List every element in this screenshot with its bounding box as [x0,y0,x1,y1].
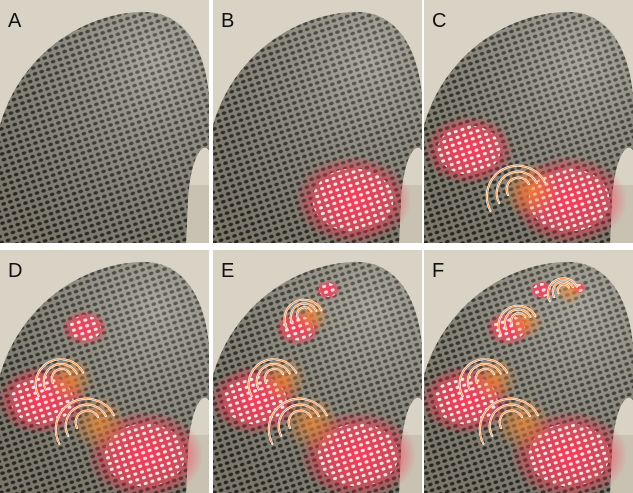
panel: E [208,250,423,493]
panel-body [419,250,633,493]
panel-label: A [8,10,22,32]
panel: A [0,0,210,245]
panel: C [419,0,633,245]
panel-label: B [221,10,234,32]
wave-halo [70,395,127,452]
panel-body [0,0,210,245]
panel-body [419,0,633,245]
lit-holes [319,283,337,297]
panel-label: D [8,260,22,282]
panel: B [208,0,423,245]
wave-halo [472,356,519,403]
wave-halo [494,395,551,452]
page: ABCDEF (() => { const data = JSON.parse(… [0,0,633,493]
panel-label: C [432,10,446,32]
lit-holes [313,169,394,232]
wave-halo [283,395,340,452]
panel: D [0,250,210,493]
wave-halo [48,356,95,403]
panel-body [208,0,423,245]
panel-body [0,250,210,493]
panel-label: F [432,260,444,282]
wave-halo [294,297,330,333]
panel-label: E [221,260,234,282]
wave-halo [261,356,308,403]
figure: A B C D E F [0,0,633,493]
wave-halo [501,162,558,219]
lit-holes [69,315,101,340]
panel: F [419,250,633,493]
panel-body [208,250,423,493]
lit-holes [438,126,501,175]
wave-halo [508,303,544,339]
